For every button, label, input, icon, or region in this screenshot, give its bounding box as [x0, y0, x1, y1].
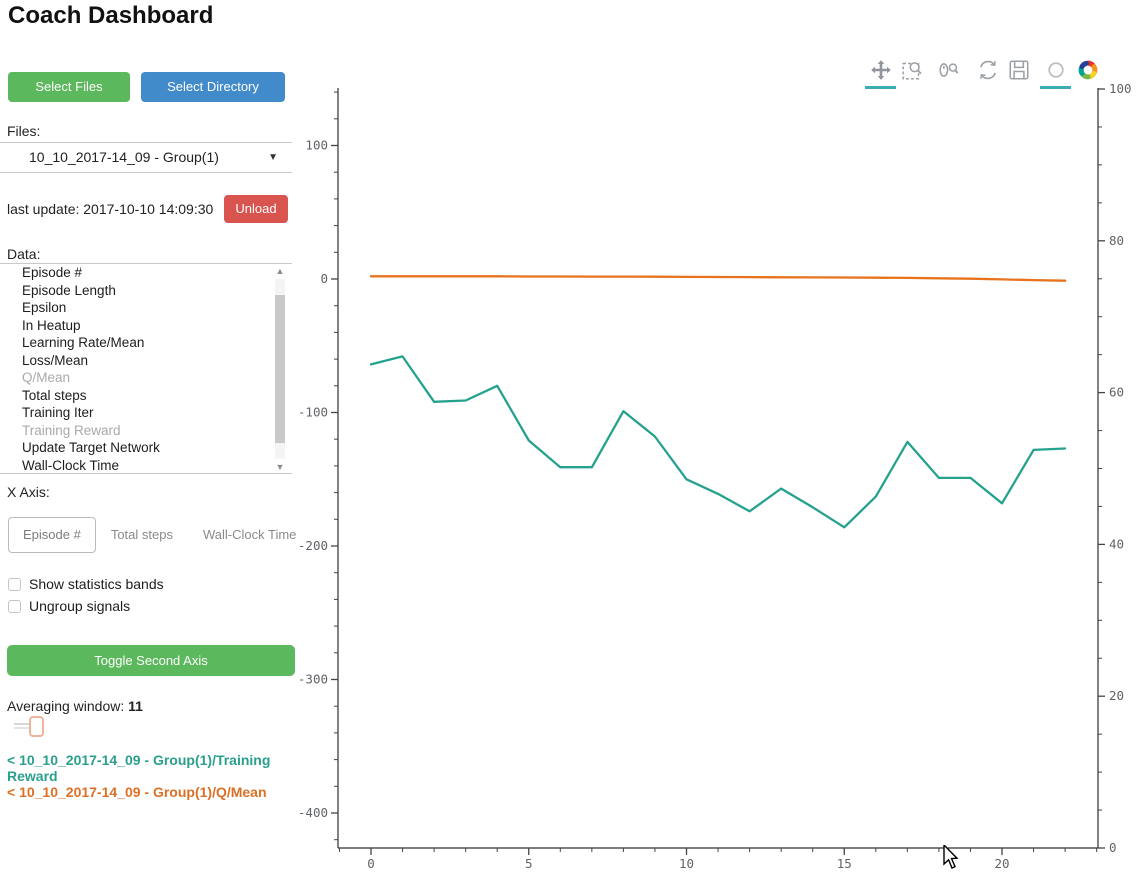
svg-text:-200: -200: [300, 538, 328, 553]
svg-text:100: 100: [1109, 81, 1132, 96]
svg-text:60: 60: [1109, 385, 1124, 400]
data-signal-item[interactable]: Loss/Mean: [22, 352, 89, 368]
slider-track[interactable]: [14, 723, 40, 729]
data-signal-item[interactable]: In Heatup: [22, 317, 81, 333]
hover-tool-icon[interactable]: [1044, 58, 1070, 84]
bokeh-logo-icon[interactable]: [1076, 58, 1102, 84]
mouse-cursor: [943, 845, 959, 869]
averaging-window-slider[interactable]: [14, 716, 48, 738]
svg-text:10: 10: [679, 856, 694, 871]
save-icon[interactable]: [1007, 58, 1033, 84]
unload-button[interactable]: Unload: [224, 195, 288, 223]
data-signal-item[interactable]: Q/Mean: [22, 370, 71, 385]
averaging-window-row: Averaging window: 11: [7, 698, 143, 714]
plot-toolbar: [860, 58, 1110, 92]
data-signal-item[interactable]: Wall-Clock Time: [22, 457, 120, 473]
averaging-window-value: 11: [128, 698, 143, 714]
data-signal-item[interactable]: Update Target Network: [22, 440, 160, 455]
data-signal-item[interactable]: Epsilon: [22, 300, 67, 315]
file-select-dropdown[interactable]: 10_10_2017-14_09 - Group(1) ▼: [0, 142, 292, 173]
data-signal-item[interactable]: Training Iter: [22, 405, 94, 420]
data-signal-listbox[interactable]: Episode # Episode Length Epsilon In Heatup L…: [0, 263, 292, 474]
svg-text:-100: -100: [300, 405, 328, 420]
select-files-button[interactable]: Select Files: [8, 72, 130, 102]
series-line: [369, 355, 1067, 529]
data-signal-item[interactable]: Episode #: [22, 265, 83, 280]
x-axis-label: X Axis:: [7, 484, 50, 500]
checkbox[interactable]: [8, 599, 21, 613]
svg-text:0: 0: [1109, 840, 1117, 855]
reset-icon[interactable]: [976, 58, 1002, 84]
legend-item[interactable]: < 10_10_2017-14_09 - Group(1)/Q/Mean: [7, 784, 267, 800]
checkbox-label: Ungroup signals: [29, 598, 131, 614]
slider-handle[interactable]: [29, 716, 44, 737]
pan-tool-icon[interactable]: [869, 58, 895, 84]
chart-canvas[interactable]: 100 0 -100 -200 -300 -400 100 80 60 40 20 0 0 5 10 15 20: [300, 0, 1142, 881]
svg-text:100: 100: [305, 138, 328, 153]
active-tool-indicator: [1040, 86, 1071, 89]
page-title: Coach Dashboard: [8, 2, 214, 29]
last-update-text: last update: 2017-10-10 14:09:30: [7, 201, 214, 217]
scrollbar-thumb[interactable]: [275, 295, 285, 443]
data-label: Data:: [7, 246, 41, 262]
control-panel: Coach Dashboard Select Files Select Dire…: [0, 0, 312, 881]
x-axis-option-button[interactable]: Wall-Clock Time: [187, 517, 312, 553]
scrollbar-down-icon[interactable]: ▼: [275, 462, 285, 472]
chevron-down-icon: ▼: [268, 152, 278, 163]
data-signal-item[interactable]: Total steps: [22, 387, 87, 403]
svg-text:-400: -400: [300, 805, 328, 820]
svg-text:20: 20: [1109, 688, 1124, 703]
svg-text:0: 0: [320, 271, 328, 286]
checkbox-label: Show statistics bands: [29, 576, 164, 592]
x-axis-option-button[interactable]: Total steps: [95, 517, 188, 553]
data-signal-item[interactable]: Training Reward: [22, 422, 121, 438]
checkbox[interactable]: [8, 577, 21, 591]
averaging-window-label: Averaging window:: [7, 698, 125, 714]
bokeh-plot[interactable]: 100 0 -100 -200 -300 -400 100 80 60 40 20 0 0 5 10 15 20: [300, 0, 1142, 881]
box-zoom-icon[interactable]: [901, 58, 927, 84]
checkbox-row[interactable]: Ungroup signals: [8, 595, 164, 617]
x-axis-button-group: Episode # Total steps Wall-Clock Time: [8, 517, 312, 553]
active-tool-indicator: [865, 86, 896, 89]
x-axis-option-button[interactable]: Episode #: [8, 517, 96, 553]
checkbox-group: Show statistics bands Ungroup signals: [8, 573, 164, 617]
select-directory-button[interactable]: Select Directory: [141, 72, 285, 102]
data-signal-item[interactable]: Episode Length: [22, 282, 116, 298]
svg-text:40: 40: [1109, 536, 1124, 551]
svg-text:0: 0: [367, 856, 375, 871]
legend-item[interactable]: < 10_10_2017-14_09 - Group(1)/Training R…: [7, 752, 271, 784]
wheel-zoom-icon[interactable]: [937, 58, 963, 84]
svg-text:5: 5: [525, 856, 533, 871]
checkbox-row[interactable]: Show statistics bands: [8, 573, 164, 595]
legend: < 10_10_2017-14_09 - Group(1)/Training R…: [7, 752, 293, 800]
svg-text:80: 80: [1109, 233, 1124, 248]
file-select-value: 10_10_2017-14_09 - Group(1): [29, 149, 219, 165]
scrollbar[interactable]: ▲ ▼: [274, 265, 286, 473]
svg-text:15: 15: [837, 856, 852, 871]
toggle-second-axis-button[interactable]: Toggle Second Axis: [7, 645, 295, 676]
data-signal-item[interactable]: Learning Rate/Mean: [22, 335, 145, 350]
scrollbar-up-icon[interactable]: ▲: [275, 266, 285, 276]
svg-text:20: 20: [994, 856, 1009, 871]
files-label: Files:: [7, 123, 41, 139]
series-line: [369, 275, 1067, 282]
svg-text:-300: -300: [300, 672, 328, 687]
